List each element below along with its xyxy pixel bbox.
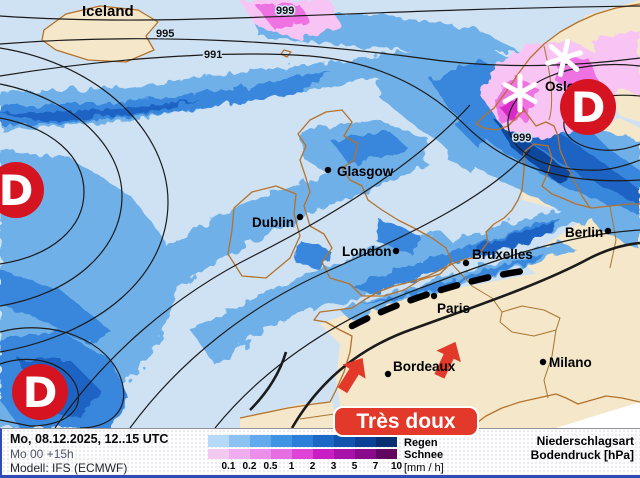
snow-symbols [502, 38, 583, 113]
city-dot-bordeaux [384, 370, 392, 378]
isobar-label-991: 991 [204, 49, 222, 61]
city-label-bordeaux: Bordeaux [393, 359, 456, 374]
city-label-london: London [342, 244, 391, 259]
city-label-glasgow: Glasgow [337, 164, 394, 179]
city-label-berlin: Berlin [565, 225, 603, 240]
isobar-layer [0, 5, 640, 428]
footer-model: Modell: IFS (ECMWF) [10, 461, 128, 475]
arrow-up-icon [337, 358, 366, 394]
low-pressure-markers: D D D [0, 79, 616, 420]
isobar-label-999-north: 999 [276, 5, 294, 17]
city-dot-berlin [604, 227, 612, 235]
low-marker-letter: D [0, 166, 33, 215]
city-label-paris: Paris [437, 301, 470, 316]
front-annotation-text: Très doux [356, 409, 456, 433]
city-label-bruxelles: Bruxelles [472, 247, 533, 262]
front-annotation-box: Très doux [333, 406, 479, 437]
legend-tick-labels: 0.1 0.2 0.5 1 2 3 5 7 10 [221, 461, 403, 472]
city-dot-milano [539, 358, 547, 366]
footer-right-precip-type: Niederschlagsart [536, 434, 634, 448]
legend-snow-label: Schnee [404, 449, 444, 461]
low-marker-letter: D [23, 368, 58, 417]
legend-rain-bar [208, 435, 397, 447]
low-marker-letter: D [571, 83, 606, 132]
legend-snow-bar [208, 449, 397, 459]
legend-rain-label: Regen [404, 437, 438, 449]
isobar-label-999-oslo: 999 [513, 132, 531, 144]
city-dot-glasgow [324, 166, 332, 174]
low-marker: D [0, 162, 44, 218]
snowflake-icon [545, 38, 583, 78]
city-label-dublin: Dublin [252, 215, 294, 230]
city-dot-paris [430, 292, 438, 300]
snowflake-icon [502, 73, 538, 113]
city-dot-london [392, 247, 400, 255]
footer-valid-time: Mo, 08.12.2025, 12..15 UTC [10, 432, 169, 446]
precipitation-layer [0, 0, 640, 428]
front-dashed-line [348, 267, 528, 330]
region-label-iceland: Iceland [82, 3, 134, 20]
footer-right-pressure: Bodendruck [hPa] [530, 448, 634, 462]
weather-map: 999 995 991 999 Iceland Glasgow Dublin L… [0, 0, 640, 428]
low-marker: D [560, 79, 616, 135]
low-marker: D [12, 364, 68, 420]
legend-unit-label: [mm / h] [404, 462, 444, 474]
city-label-milano: Milano [549, 355, 592, 370]
city-dot-bruxelles [462, 259, 470, 267]
isobar-labels: 999 995 991 999 [155, 4, 533, 146]
city-dot-dublin [296, 213, 304, 221]
footer-bar: Mo, 08.12.2025, 12..15 UTC Mo 00 +15h Mo… [0, 428, 640, 478]
arrow-up-icon [434, 341, 461, 379]
footer-run-offset: Mo 00 +15h [10, 447, 74, 461]
warm-air-arrows [337, 341, 461, 394]
isobar-label-995: 995 [156, 28, 174, 40]
coastline-layer [41, 3, 640, 428]
